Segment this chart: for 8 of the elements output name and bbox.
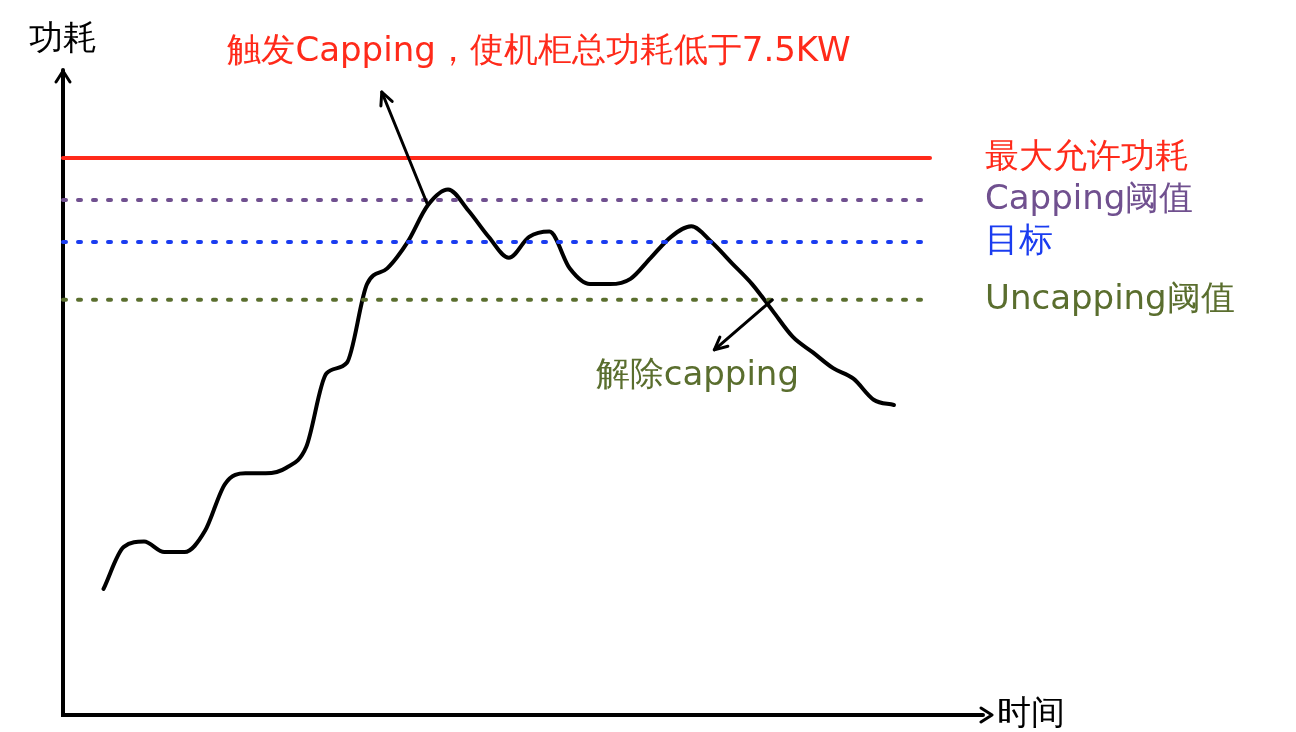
ref-line-label: Capping阈值 <box>985 176 1194 217</box>
x-axis-title: 时间 <box>997 691 1065 732</box>
annotation: 解除capping <box>595 352 799 393</box>
ref-line-label: 最大允许功耗 <box>985 134 1189 175</box>
ref-line-label: Uncapping阈值 <box>985 276 1235 317</box>
text: 触发Capping，使机柜总功耗低于7.5KW <box>227 28 851 69</box>
y-axis-title: 功耗 <box>29 16 97 57</box>
ref-line-label: 目标 <box>985 218 1053 259</box>
